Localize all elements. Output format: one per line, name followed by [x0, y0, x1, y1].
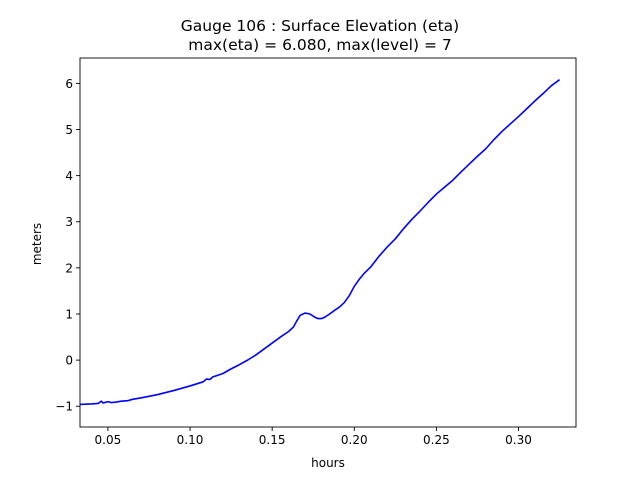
y-tick-label: 4: [65, 169, 73, 183]
x-tick-label: 0.30: [505, 433, 532, 447]
y-tick-label: 3: [65, 215, 73, 229]
plot-area: 0.05 0.10 0.15 0.20 0.25 0.30 −1 0 1 2 3 4 5 6: [55, 57, 577, 447]
x-tick-label: 0.20: [341, 433, 368, 447]
y-tick-label: 1: [65, 307, 73, 321]
y-tick-label: 0: [65, 354, 73, 368]
series-line-0: [79, 79, 561, 406]
axes-frame: [79, 57, 577, 428]
x-tick-label: 0.25: [423, 433, 450, 447]
chart-subtitle: max(eta) = 6.080, max(level) = 7: [188, 36, 451, 54]
y-tick-label: 2: [65, 261, 73, 275]
x-tick-label: 0.10: [177, 433, 204, 447]
x-axis-label: hours: [311, 456, 345, 470]
y-tick-label: 5: [65, 123, 73, 137]
chart-title: Gauge 106 : Surface Elevation (eta): [181, 17, 459, 35]
x-tick-label: 0.15: [259, 433, 286, 447]
y-tick-label: −1: [55, 400, 73, 414]
x-tick-label: 0.05: [95, 433, 122, 447]
y-tick-label: 6: [65, 77, 73, 91]
y-axis-label: meters: [30, 223, 44, 265]
